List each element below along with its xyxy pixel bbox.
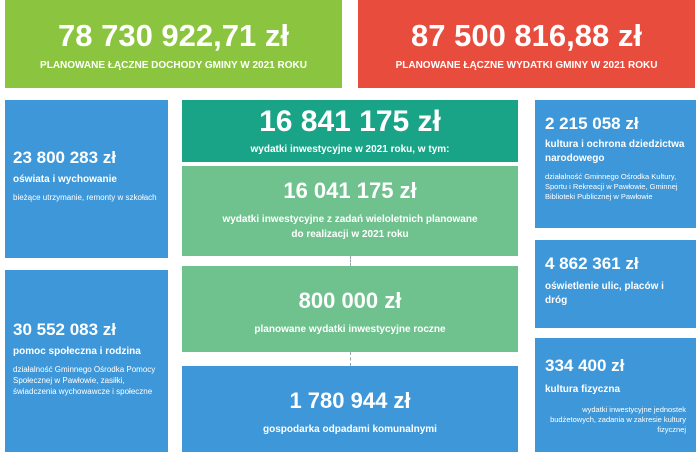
multiyear-investment-card: 16 041 175 zł wydatki inwestycyjne z zad… [182, 166, 518, 256]
street-lighting-label: oświetlenie ulic, placów i dróg [545, 281, 664, 306]
education-label: oświata i wychowanie [13, 174, 117, 185]
multiyear-investment-amount: 16 041 175 zł [283, 178, 417, 203]
annual-investment-card: 800 000 zł planowane wydatki inwestycyjn… [182, 266, 518, 352]
education-card: 23 800 283 zł oświata i wychowanie bieżą… [5, 100, 168, 258]
connector-line [350, 256, 351, 266]
expenses-amount: 87 500 816,88 zł [411, 18, 642, 53]
investment-total-label: wydatki inwestycyjne w 2021 roku, w tym: [250, 144, 450, 155]
culture-heritage-label: kultura i ochrona dziedzictwa narodowego [545, 139, 685, 164]
waste-management-amount: 1 780 944 zł [289, 388, 411, 413]
investment-total-card: 16 841 175 zł wydatki inwestycyjne w 202… [182, 100, 518, 162]
culture-heritage-card: 2 215 058 zł kultura i ochrona dziedzict… [535, 100, 696, 228]
waste-management-card: 1 780 944 zł gospodarka odpadami komunal… [182, 366, 518, 452]
connector-line [350, 352, 351, 366]
expenses-summary-card: 87 500 816,88 zł PLANOWANE ŁĄCZNE WYDATK… [358, 0, 695, 88]
education-desc: bieżące utrzymanie, remonty w szkołach [13, 193, 157, 202]
investment-total-amount: 16 841 175 zł [259, 105, 441, 138]
physical-culture-card: 334 400 zł kultura fizyczna wydatki inwe… [535, 338, 696, 452]
income-amount: 78 730 922,71 zł [58, 18, 289, 53]
education-amount: 23 800 283 zł [13, 148, 117, 167]
annual-investment-label: planowane wydatki inwestycyjne roczne [254, 324, 446, 335]
street-lighting-amount: 4 862 361 zł [545, 254, 639, 273]
waste-management-label: gospodarka odpadami komunalnymi [263, 424, 437, 435]
expenses-label: PLANOWANE ŁĄCZNE WYDATKI GMINY W 2021 RO… [395, 60, 658, 71]
social-care-label: pomoc społeczna i rodzina [13, 346, 141, 357]
physical-culture-desc: wydatki inwestycyjne jednostek budżetowy… [550, 405, 686, 435]
social-care-amount: 30 552 083 zł [13, 320, 117, 339]
annual-investment-amount: 800 000 zł [298, 288, 402, 313]
income-label: PLANOWANE ŁĄCZNE DOCHODY GMINY W 2021 RO… [40, 60, 307, 71]
culture-heritage-amount: 2 215 058 zł [545, 114, 639, 133]
multiyear-investment-label: wydatki inwestycyjne z zadań wieloletnic… [222, 214, 478, 240]
social-care-card: 30 552 083 zł pomoc społeczna i rodzina … [5, 270, 168, 452]
physical-culture-label: kultura fizyczna [545, 384, 621, 395]
income-summary-card: 78 730 922,71 zł PLANOWANE ŁĄCZNE DOCHOD… [5, 0, 342, 88]
culture-heritage-desc: działalność Gminnego Ośrodka Kultury, Sp… [545, 172, 678, 202]
social-care-desc: działalność Gminnego Ośrodka Pomocy Społ… [13, 365, 156, 396]
street-lighting-card: 4 862 361 zł oświetlenie ulic, placów i … [535, 240, 696, 328]
physical-culture-amount: 334 400 zł [545, 356, 625, 375]
